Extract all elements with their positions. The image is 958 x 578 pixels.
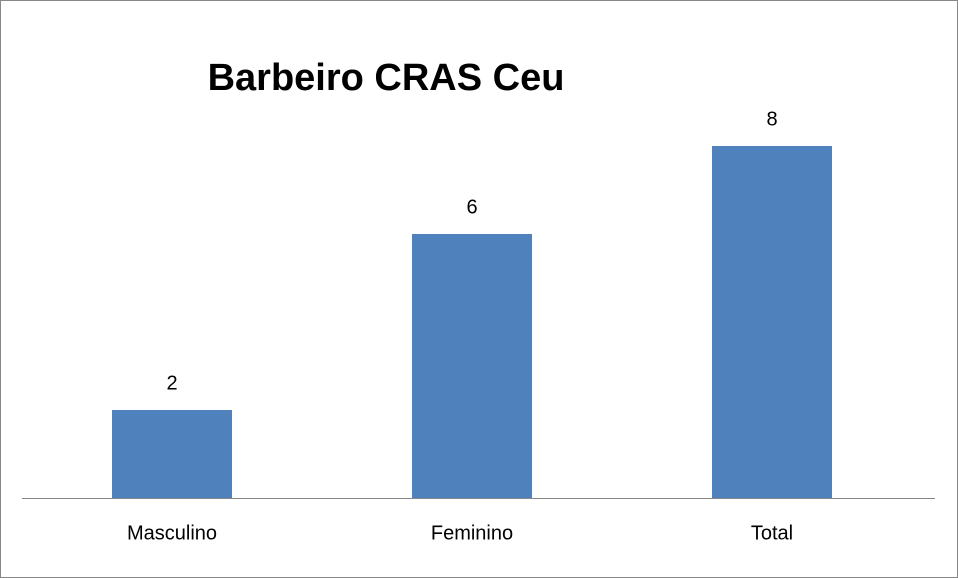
x-tick-label: Masculino — [127, 522, 217, 544]
x-tick-label: Total — [751, 522, 793, 544]
chart-title: Barbeiro CRAS Ceu — [208, 57, 565, 99]
data-label: 6 — [466, 196, 477, 218]
bar — [712, 146, 832, 498]
data-label: 8 — [766, 108, 777, 130]
bar — [412, 234, 532, 498]
data-label: 2 — [166, 372, 177, 394]
x-tick-label: Feminino — [431, 522, 513, 544]
bar — [112, 410, 232, 498]
